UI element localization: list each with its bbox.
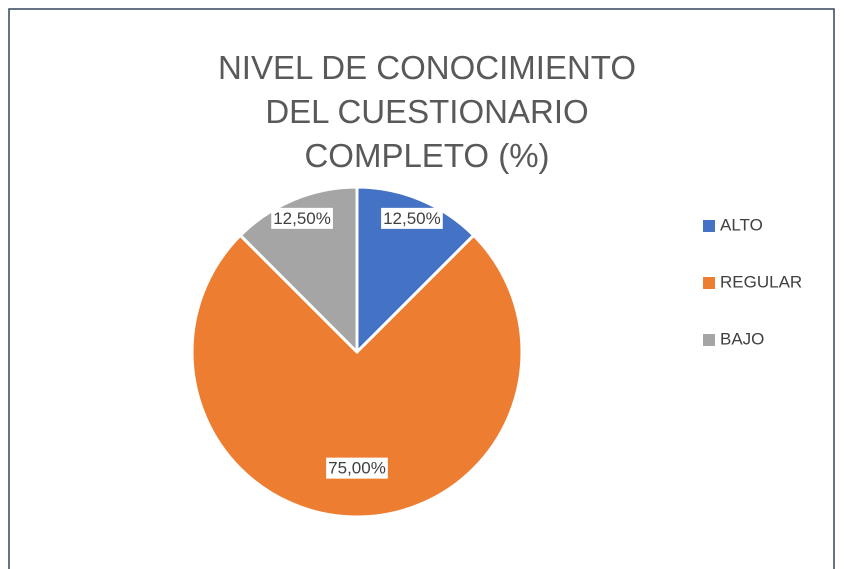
data-label-text: 12,50% — [273, 209, 331, 228]
legend-swatch — [703, 277, 715, 289]
data-label-bg — [381, 207, 443, 229]
data-label: 12,50% — [381, 207, 443, 229]
legend-label: REGULAR — [720, 272, 802, 291]
legend-label: BAJO — [720, 329, 764, 348]
data-label-bg — [326, 457, 388, 479]
pie-slice — [190, 233, 524, 519]
data-label-bg — [271, 207, 333, 229]
legend-swatch — [703, 220, 715, 232]
legend-label: ALTO — [720, 215, 763, 234]
data-label-text: 75,00% — [328, 459, 386, 478]
data-label-text: 12,50% — [383, 209, 441, 228]
chart-title: NIVEL DE CONOCIMIENTO DEL CUESTIONARIO C… — [217, 49, 637, 174]
data-label: 12,50% — [271, 207, 333, 229]
data-label: 75,00% — [326, 457, 388, 479]
legend-swatch — [703, 334, 715, 346]
